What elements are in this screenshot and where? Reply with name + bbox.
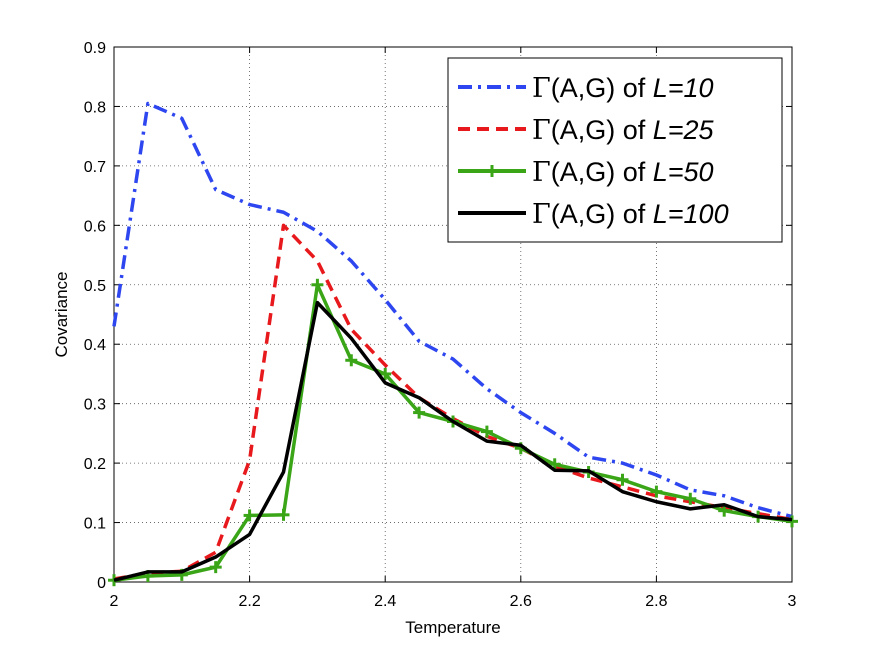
y-tick-label: 0.1 [84,516,106,533]
plot-frame [113,46,793,583]
legend-label-4: Γ(A,G) of L=100 [532,199,729,230]
legend-label-3: Γ(A,G) of L=50 [532,157,714,188]
x-axis-label: Temperature [405,618,500,637]
legend-gamma-symbol: Γ [532,73,551,104]
legend-text-main: (A,G) of [551,73,653,103]
y-tick-label: 0.4 [84,337,106,354]
series-1 [112,101,793,519]
legend-label-1: Γ(A,G) of L=10 [532,73,714,104]
y-axis-label: Covariance [52,272,71,358]
legend-text-size: L=50 [653,157,714,187]
legend-text-size: L=10 [653,73,714,103]
axis-ticks: 2 2.2 2.4 2.6 2.8 3 0 0.1 0.2 0.3 0.4 0.5 0.6 0.7 0.8 0… [84,40,797,610]
x-tick-label: 3 [788,593,797,610]
x-tick-label: 2.2 [238,593,260,610]
x-tick-label: 2.4 [374,593,396,610]
y-tick-label: 0.6 [84,218,106,235]
legend-text-main: (A,G) of [551,157,653,187]
x-tick-label: 2.8 [645,593,667,610]
x-tick-label: 2.6 [510,593,532,610]
series-line-1 [112,101,793,519]
legend-gamma-symbol: Γ [532,115,551,146]
y-tick-label: 0.7 [84,159,106,176]
legend-text-main: (A,G) of [551,115,653,145]
series-4 [113,300,793,582]
series-layer [108,101,798,587]
x-tick-label: 2 [110,593,119,610]
y-tick-label: 0.5 [84,278,106,295]
y-tick-label: 0 [97,575,106,592]
series-line-4 [113,300,793,582]
legend-text-size: L=100 [653,199,729,229]
legend: Γ(A,G) of L=10Γ(A,G) of L=25Γ(A,G) of L=… [447,57,783,243]
y-tick-label: 0.8 [84,99,106,116]
legend-label-2: Γ(A,G) of L=25 [532,115,715,146]
legend-text-main: (A,G) of [551,199,653,229]
legend-gamma-symbol: Γ [532,157,551,188]
legend-gamma-symbol: Γ [532,199,551,230]
y-tick-label: 0.9 [84,40,106,57]
legend-text-size: L=25 [653,115,715,145]
y-tick-label: 0.2 [84,456,106,473]
y-tick-label: 0.3 [84,397,106,414]
